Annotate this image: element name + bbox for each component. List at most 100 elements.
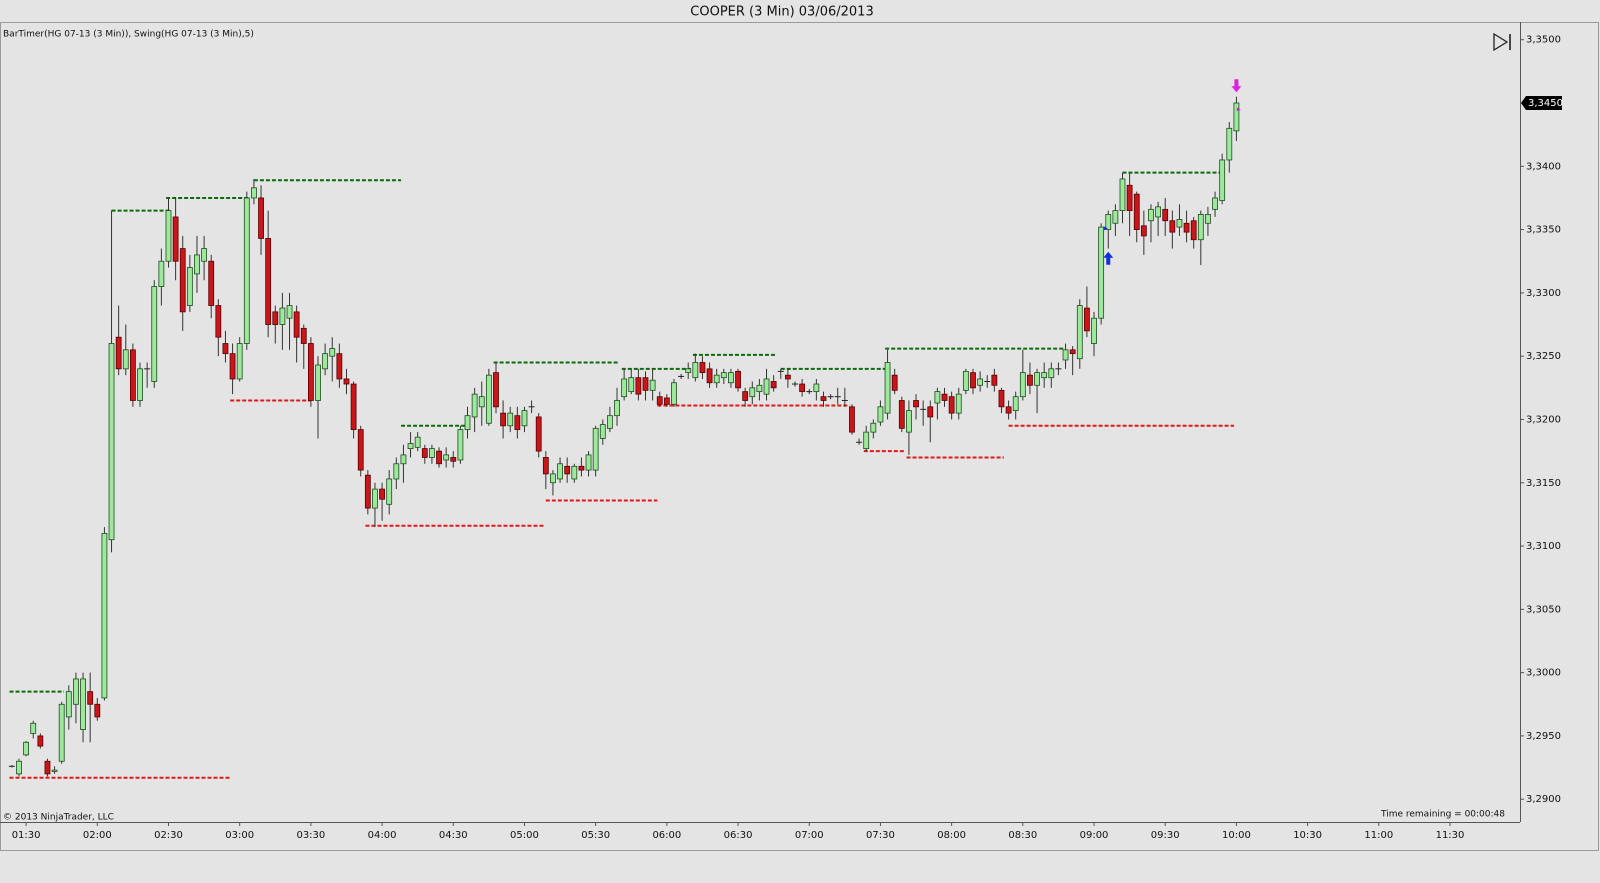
candle-body bbox=[720, 372, 727, 379]
candle-body bbox=[151, 286, 158, 382]
button-bg[interactable] bbox=[1490, 32, 1514, 52]
candle-body bbox=[101, 532, 108, 699]
candle-body bbox=[998, 389, 1005, 408]
scroll-end-button[interactable] bbox=[1490, 32, 1514, 52]
candle-body bbox=[756, 384, 763, 393]
candle-body bbox=[457, 429, 464, 461]
x-tick-label: 02:00 bbox=[83, 830, 112, 841]
candle-body bbox=[279, 307, 286, 325]
candle-body bbox=[137, 368, 143, 401]
candle-body bbox=[1091, 317, 1097, 344]
candle-body bbox=[407, 443, 414, 449]
candle-body bbox=[656, 396, 663, 405]
candle-body bbox=[1197, 214, 1204, 241]
candle-body bbox=[1119, 178, 1126, 212]
candle-body bbox=[414, 436, 421, 448]
candle-body bbox=[877, 406, 884, 423]
candle-body bbox=[891, 374, 898, 391]
candle-body bbox=[186, 267, 193, 306]
candle-body bbox=[364, 474, 371, 509]
candle-body bbox=[564, 465, 571, 475]
indicator-label: BarTimer(HG 07-13 (3 Min)), Swing(HG 07-… bbox=[3, 30, 254, 40]
candle-body bbox=[991, 374, 998, 386]
candle-body bbox=[58, 703, 65, 762]
candle-body bbox=[1219, 159, 1226, 201]
candle-body bbox=[73, 678, 79, 705]
candle-body bbox=[770, 381, 777, 389]
candle-body bbox=[1112, 210, 1119, 224]
candle-body bbox=[115, 336, 122, 370]
candle-body bbox=[336, 353, 343, 380]
x-tick-label: 08:00 bbox=[937, 830, 966, 841]
candle-body bbox=[1226, 127, 1233, 161]
button-icon[interactable] bbox=[1493, 32, 1509, 52]
signal-marker bbox=[1236, 107, 1241, 112]
candle-body bbox=[286, 305, 293, 319]
candle-body bbox=[1148, 208, 1154, 222]
candle-body bbox=[1069, 349, 1076, 355]
candle-body bbox=[1126, 184, 1133, 212]
candle-body bbox=[692, 362, 699, 379]
candle-body bbox=[578, 465, 585, 471]
candle-body bbox=[80, 678, 86, 730]
candle-body bbox=[706, 368, 713, 384]
candle-body bbox=[1098, 226, 1105, 319]
candle-body bbox=[913, 400, 919, 408]
y-tick-label: 3,3250 bbox=[1526, 351, 1561, 362]
candle-body bbox=[898, 400, 905, 429]
candle-body bbox=[820, 396, 827, 401]
y-tick-label: 3,2900 bbox=[1526, 794, 1561, 805]
candle-body bbox=[1084, 307, 1090, 332]
candle-body bbox=[108, 343, 115, 541]
candle-body bbox=[1233, 102, 1240, 132]
candle-body bbox=[243, 197, 250, 344]
candle-body bbox=[1205, 214, 1211, 224]
candle-body bbox=[87, 691, 94, 705]
candle-body bbox=[642, 377, 649, 391]
candle-body bbox=[763, 378, 770, 395]
candle-body bbox=[429, 448, 435, 458]
candle-body bbox=[927, 406, 934, 418]
signal-marker bbox=[1231, 79, 1242, 93]
candle-body bbox=[37, 735, 44, 747]
candle-body bbox=[784, 374, 791, 380]
x-tick-label: 03:30 bbox=[296, 830, 325, 841]
x-tick-label: 04:00 bbox=[368, 830, 397, 841]
y-tick-label: 3,3000 bbox=[1526, 668, 1561, 679]
candle-body bbox=[1190, 220, 1197, 241]
candle-body bbox=[1176, 219, 1183, 228]
candle-body bbox=[955, 393, 962, 414]
candle-body bbox=[962, 370, 969, 391]
y-tick-label: 3,3350 bbox=[1526, 225, 1561, 236]
candle-body bbox=[179, 248, 186, 313]
candle-body bbox=[386, 478, 393, 505]
candle-body bbox=[635, 377, 642, 395]
candle-body bbox=[443, 454, 450, 461]
candle-body bbox=[870, 422, 877, 433]
candle-body bbox=[1012, 396, 1019, 412]
candle-body bbox=[685, 368, 692, 374]
candle-body bbox=[941, 393, 948, 401]
candle-body bbox=[436, 450, 442, 465]
candle-body bbox=[1105, 214, 1112, 230]
candle-body bbox=[671, 382, 677, 405]
candle-body bbox=[1005, 406, 1012, 414]
candle-body bbox=[628, 377, 635, 393]
candle-body bbox=[742, 391, 749, 401]
x-tick-label: 09:00 bbox=[1080, 830, 1109, 841]
candle-body bbox=[165, 210, 172, 262]
candle-body bbox=[1076, 305, 1083, 360]
candle-body bbox=[464, 415, 471, 430]
candle-body bbox=[521, 410, 528, 427]
candle-body bbox=[23, 741, 30, 756]
candle-body bbox=[315, 364, 321, 401]
candle-body bbox=[1140, 225, 1147, 237]
candle-body bbox=[1169, 220, 1176, 233]
candle-body bbox=[215, 305, 222, 338]
candle-body bbox=[1019, 372, 1026, 398]
x-tick-label: 06:00 bbox=[652, 830, 681, 841]
x-tick-label: 11:00 bbox=[1364, 830, 1393, 841]
x-tick-label: 07:30 bbox=[866, 830, 895, 841]
